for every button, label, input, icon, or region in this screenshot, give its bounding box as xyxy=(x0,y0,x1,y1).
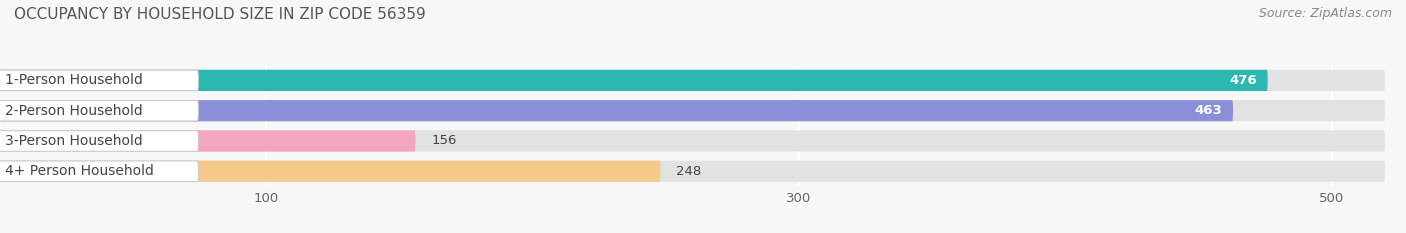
FancyBboxPatch shape xyxy=(0,130,416,152)
Text: 476: 476 xyxy=(1229,74,1257,87)
FancyBboxPatch shape xyxy=(0,100,1233,121)
FancyBboxPatch shape xyxy=(0,161,661,182)
FancyBboxPatch shape xyxy=(0,130,1385,152)
Text: OCCUPANCY BY HOUSEHOLD SIZE IN ZIP CODE 56359: OCCUPANCY BY HOUSEHOLD SIZE IN ZIP CODE … xyxy=(14,7,426,22)
Text: 4+ Person Household: 4+ Person Household xyxy=(6,164,155,178)
Text: 1-Person Household: 1-Person Household xyxy=(6,73,143,87)
Text: 463: 463 xyxy=(1195,104,1222,117)
Text: 2-Person Household: 2-Person Household xyxy=(6,104,143,118)
Text: 248: 248 xyxy=(676,165,702,178)
FancyBboxPatch shape xyxy=(0,161,198,182)
FancyBboxPatch shape xyxy=(0,161,1385,182)
Text: Source: ZipAtlas.com: Source: ZipAtlas.com xyxy=(1258,7,1392,20)
FancyBboxPatch shape xyxy=(0,70,198,91)
FancyBboxPatch shape xyxy=(0,131,198,151)
FancyBboxPatch shape xyxy=(0,70,1268,91)
FancyBboxPatch shape xyxy=(0,100,1385,121)
Text: 156: 156 xyxy=(432,134,457,147)
FancyBboxPatch shape xyxy=(0,70,1385,91)
Text: 3-Person Household: 3-Person Household xyxy=(6,134,143,148)
FancyBboxPatch shape xyxy=(0,100,198,121)
